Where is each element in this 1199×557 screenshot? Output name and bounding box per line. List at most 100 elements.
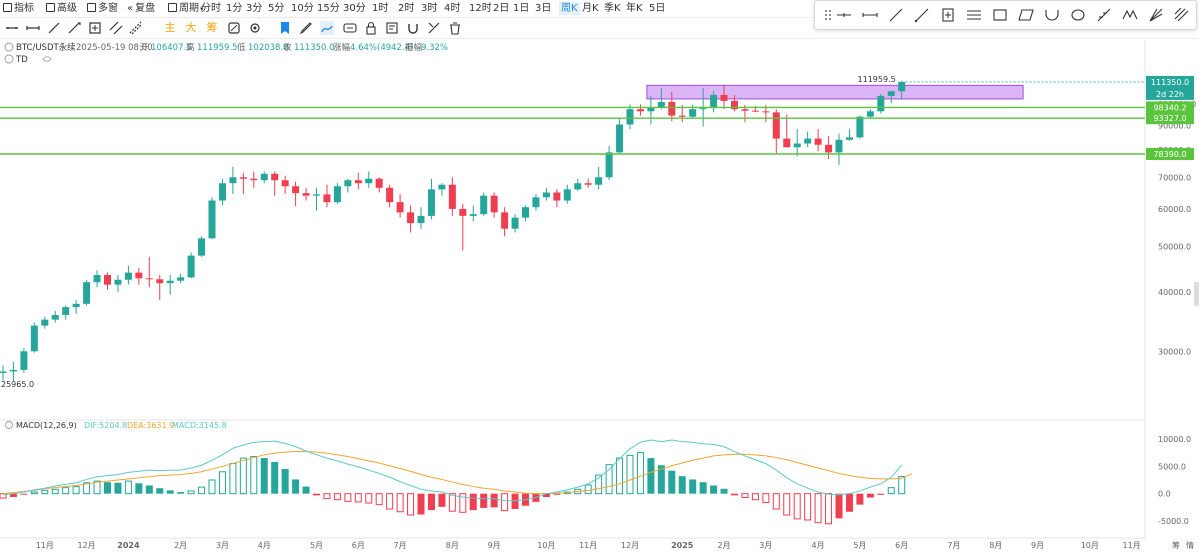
time-tick-label: 3月 — [759, 541, 772, 550]
price-range-icon[interactable] — [87, 20, 103, 36]
text-icon[interactable] — [342, 20, 358, 36]
period-tab[interactable]: 10分 — [291, 3, 314, 14]
lock-icon[interactable] — [363, 20, 379, 36]
period-tab[interactable]: 3日 — [535, 3, 552, 14]
gann-fan-icon[interactable] — [1145, 5, 1167, 25]
fib-retracement-icon[interactable] — [1093, 5, 1115, 25]
time-tick-label: 10月 — [1081, 541, 1099, 550]
macd-name: MACD(12,26,9) — [16, 421, 77, 430]
parallel-channel-icon[interactable] — [108, 20, 124, 36]
fib-lines-icon[interactable] — [128, 20, 144, 36]
indicator-button[interactable]: 指标 — [3, 2, 34, 15]
replay-button[interactable]: «复盘 — [127, 3, 156, 14]
dea-line — [2, 451, 913, 495]
compare-icon[interactable] — [226, 20, 242, 36]
candle-body — [710, 94, 718, 109]
macd-histogram-bar — [62, 487, 70, 495]
td-indicator-label: TD — [15, 55, 28, 65]
parallelogram-icon[interactable] — [1015, 5, 1037, 25]
pitchfork-icon[interactable] — [1171, 5, 1193, 25]
macd-histogram-bar — [250, 455, 258, 495]
candle-body — [751, 110, 759, 112]
info-bar: BTC/USDT永续 2025-05-19 08:00 开 106407.5 高… — [0, 40, 900, 66]
period-tab[interactable]: 分时 — [201, 3, 221, 14]
period-tab[interactable]: 2日 — [493, 3, 510, 14]
candle-body — [678, 115, 686, 117]
candle-body — [574, 183, 582, 190]
scroll-handle[interactable] — [1194, 282, 1199, 306]
bookmark-icon[interactable] — [277, 20, 293, 36]
right-panel-tab[interactable]: 筹 — [1172, 540, 1180, 550]
horizontal-segment-icon[interactable] — [859, 5, 881, 25]
candle-body — [595, 177, 603, 185]
candle-body — [229, 177, 237, 184]
td-toggle-icon[interactable] — [4, 54, 14, 64]
period-tab[interactable]: 年K — [626, 3, 643, 14]
candle-body — [344, 180, 352, 187]
macd-histogram-bar — [302, 486, 310, 494]
period-tab[interactable]: 周K — [559, 2, 580, 15]
multi-window-button[interactable]: 多窗 — [87, 2, 118, 15]
period-tab[interactable]: 5分 — [268, 3, 285, 14]
delete-icon[interactable] — [447, 20, 463, 36]
ellipse-icon[interactable] — [1067, 5, 1089, 25]
candle-body — [239, 177, 247, 179]
main-chart-tab[interactable]: 主 — [164, 21, 176, 34]
erase-icon[interactable] — [426, 20, 442, 36]
price-label-icon[interactable] — [937, 5, 959, 25]
period-tab[interactable]: 12时 — [469, 3, 492, 14]
line-tool-icon[interactable] — [885, 5, 907, 25]
candle-body — [845, 137, 853, 140]
period-tab[interactable]: 1日 — [513, 3, 530, 14]
candle-body — [166, 280, 174, 284]
wave-icon[interactable] — [1119, 5, 1141, 25]
support-price-label: 78390.0 — [1153, 150, 1186, 159]
curve-icon[interactable] — [319, 20, 335, 36]
period-tab[interactable]: 2时 — [398, 3, 415, 14]
multi-line-icon[interactable] — [963, 5, 985, 25]
advanced-button[interactable]: 高级 — [46, 2, 77, 15]
pen-icon[interactable] — [298, 20, 314, 36]
candle-body — [93, 274, 101, 283]
candle-body — [647, 107, 655, 112]
period-tab[interactable]: 15分 — [317, 3, 340, 14]
period-tab[interactable]: 5日 — [649, 3, 666, 14]
ray-tool-icon[interactable] — [911, 5, 933, 25]
horizontal-line-icon[interactable] — [833, 5, 855, 25]
segment-icon[interactable] — [25, 20, 41, 36]
candle-body — [292, 186, 300, 194]
period-tab[interactable]: 1时 — [372, 3, 389, 14]
symbol-toggle-icon[interactable] — [4, 42, 14, 52]
horizontal-ray-icon[interactable] — [4, 20, 20, 36]
period-tab[interactable]: 3时 — [421, 3, 438, 14]
rectangle-icon[interactable] — [989, 5, 1011, 25]
eye-icon[interactable] — [42, 56, 52, 62]
period-button[interactable]: 周期▾ — [168, 2, 204, 15]
ray-line-icon[interactable] — [66, 20, 82, 36]
period-tab[interactable]: 月K — [582, 3, 599, 14]
period-tab[interactable]: 3分 — [246, 3, 263, 14]
period-tab[interactable]: 1分 — [226, 3, 243, 14]
macd-histogram-bar — [438, 493, 446, 507]
resistance-zone — [646, 84, 1024, 100]
magnet-icon[interactable] — [405, 20, 421, 36]
arc-icon[interactable] — [1041, 5, 1063, 25]
chips-tab[interactable]: 筹 — [206, 21, 218, 34]
last-price-tag — [1146, 75, 1194, 100]
drag-handle-icon[interactable] — [817, 5, 831, 25]
macd-histogram-bar — [354, 493, 362, 503]
macd-histogram-bar — [218, 471, 226, 495]
candle-body — [260, 173, 268, 181]
right-panel-tab[interactable]: 情 — [1186, 540, 1194, 550]
macd-tick-label: 10000.0 — [1158, 435, 1191, 444]
settings-icon[interactable] — [247, 20, 263, 36]
trend-line-icon[interactable] — [46, 20, 62, 36]
large-order-tab[interactable]: 大 — [185, 21, 197, 34]
macd-histogram-bar — [427, 493, 435, 511]
note-icon[interactable] — [384, 20, 400, 36]
period-tab[interactable]: 季K — [604, 3, 621, 14]
period-tab[interactable]: 4时 — [444, 3, 461, 14]
period-tab[interactable]: 30分 — [343, 3, 366, 14]
drawing-toolbar: 主 大 筹 — [0, 18, 1199, 39]
